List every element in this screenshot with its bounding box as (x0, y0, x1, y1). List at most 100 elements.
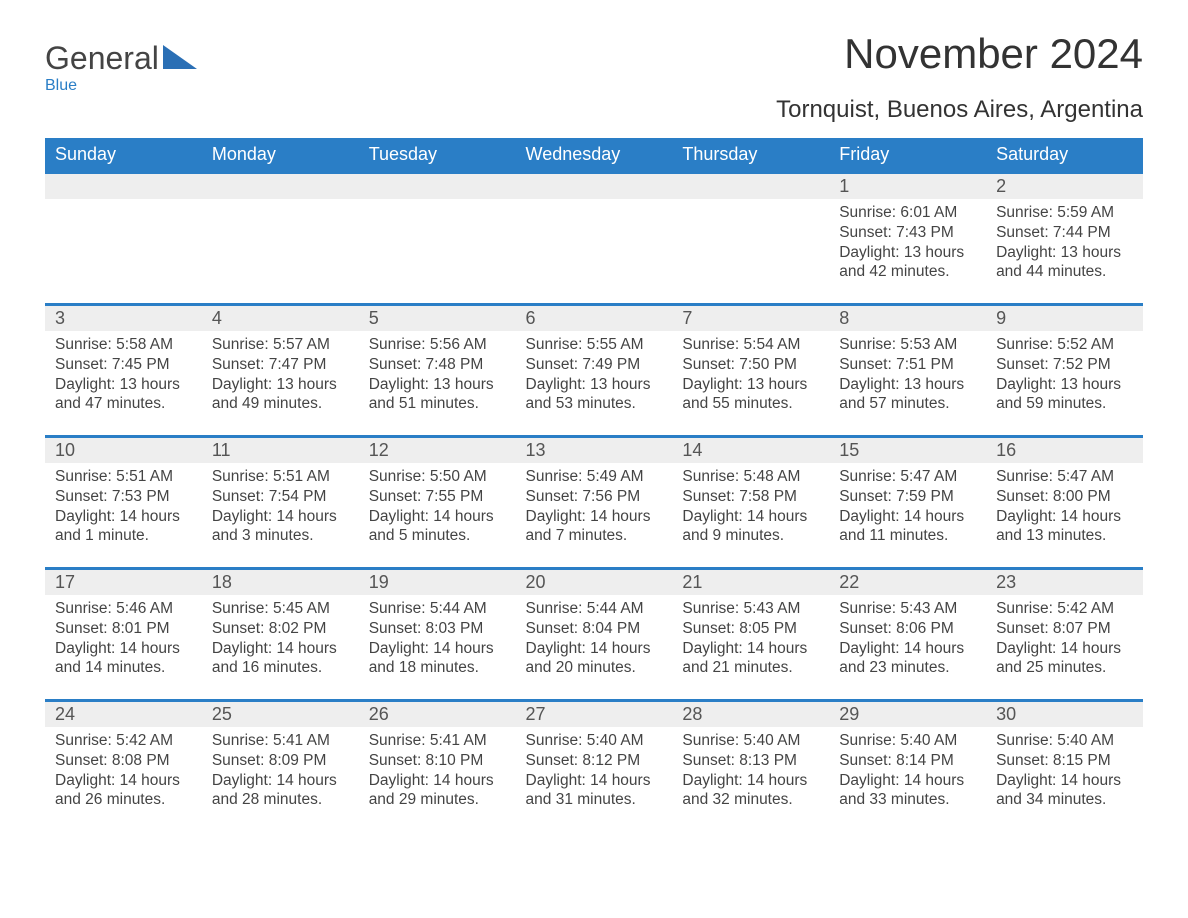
sunset-line: Sunset: 8:00 PM (996, 487, 1133, 507)
calendar-row: 17Sunrise: 5:46 AMSunset: 8:01 PMDayligh… (45, 568, 1143, 700)
calendar-cell: 23Sunrise: 5:42 AMSunset: 8:07 PMDayligh… (986, 568, 1143, 700)
calendar-table: SundayMondayTuesdayWednesdayThursdayFrid… (45, 138, 1143, 832)
weekday-header: Saturday (986, 138, 1143, 172)
sunrise-line: Sunrise: 5:43 AM (682, 599, 819, 619)
daylight-line: Daylight: 14 hours and 5 minutes. (369, 507, 506, 547)
day-data: Sunrise: 5:44 AMSunset: 8:04 PMDaylight:… (516, 595, 673, 684)
day-number: 11 (202, 437, 359, 463)
sunset-line: Sunset: 8:10 PM (369, 751, 506, 771)
sunset-line: Sunset: 8:06 PM (839, 619, 976, 639)
day-number: 6 (516, 305, 673, 331)
sunrise-line: Sunrise: 5:42 AM (996, 599, 1133, 619)
sunrise-line: Sunrise: 5:44 AM (369, 599, 506, 619)
weekday-header: Monday (202, 138, 359, 172)
calendar-cell (516, 172, 673, 304)
sunrise-line: Sunrise: 5:46 AM (55, 599, 192, 619)
daylight-line: Daylight: 14 hours and 33 minutes. (839, 771, 976, 811)
day-data: Sunrise: 5:40 AMSunset: 8:14 PMDaylight:… (829, 727, 986, 816)
sunset-line: Sunset: 7:54 PM (212, 487, 349, 507)
calendar-cell: 30Sunrise: 5:40 AMSunset: 8:15 PMDayligh… (986, 700, 1143, 832)
sunrise-line: Sunrise: 5:57 AM (212, 335, 349, 355)
weekday-header: Sunday (45, 138, 202, 172)
daylight-line: Daylight: 13 hours and 42 minutes. (839, 243, 976, 283)
calendar-cell: 18Sunrise: 5:45 AMSunset: 8:02 PMDayligh… (202, 568, 359, 700)
sunset-line: Sunset: 7:58 PM (682, 487, 819, 507)
sunrise-line: Sunrise: 6:01 AM (839, 203, 976, 223)
daylight-line: Daylight: 14 hours and 11 minutes. (839, 507, 976, 547)
day-number: 13 (516, 437, 673, 463)
day-number: 14 (672, 437, 829, 463)
sunset-line: Sunset: 8:15 PM (996, 751, 1133, 771)
day-number: 24 (45, 701, 202, 727)
day-data: Sunrise: 5:59 AMSunset: 7:44 PMDaylight:… (986, 199, 1143, 288)
daylight-line: Daylight: 14 hours and 1 minute. (55, 507, 192, 547)
day-data: Sunrise: 5:44 AMSunset: 8:03 PMDaylight:… (359, 595, 516, 684)
daylight-line: Daylight: 13 hours and 44 minutes. (996, 243, 1133, 283)
sunrise-line: Sunrise: 5:45 AM (212, 599, 349, 619)
sunset-line: Sunset: 8:04 PM (526, 619, 663, 639)
day-number: 22 (829, 569, 986, 595)
daylight-line: Daylight: 13 hours and 57 minutes. (839, 375, 976, 415)
day-number: 7 (672, 305, 829, 331)
day-data: Sunrise: 5:45 AMSunset: 8:02 PMDaylight:… (202, 595, 359, 684)
calendar-body: 1Sunrise: 6:01 AMSunset: 7:43 PMDaylight… (45, 172, 1143, 832)
daylight-line: Daylight: 13 hours and 55 minutes. (682, 375, 819, 415)
daylight-line: Daylight: 14 hours and 16 minutes. (212, 639, 349, 679)
day-number: 2 (986, 173, 1143, 199)
daylight-line: Daylight: 13 hours and 59 minutes. (996, 375, 1133, 415)
day-data: Sunrise: 5:42 AMSunset: 8:07 PMDaylight:… (986, 595, 1143, 684)
daylight-line: Daylight: 14 hours and 26 minutes. (55, 771, 192, 811)
day-data: Sunrise: 5:46 AMSunset: 8:01 PMDaylight:… (45, 595, 202, 684)
day-data: Sunrise: 5:58 AMSunset: 7:45 PMDaylight:… (45, 331, 202, 420)
weekday-header: Wednesday (516, 138, 673, 172)
calendar-cell: 6Sunrise: 5:55 AMSunset: 7:49 PMDaylight… (516, 304, 673, 436)
daylight-line: Daylight: 14 hours and 23 minutes. (839, 639, 976, 679)
day-data: Sunrise: 5:40 AMSunset: 8:13 PMDaylight:… (672, 727, 829, 816)
calendar-cell: 17Sunrise: 5:46 AMSunset: 8:01 PMDayligh… (45, 568, 202, 700)
calendar-cell: 1Sunrise: 6:01 AMSunset: 7:43 PMDaylight… (829, 172, 986, 304)
day-number (672, 173, 829, 199)
location-text: Tornquist, Buenos Aires, Argentina (776, 96, 1143, 124)
daylight-line: Daylight: 13 hours and 51 minutes. (369, 375, 506, 415)
daylight-line: Daylight: 13 hours and 53 minutes. (526, 375, 663, 415)
daylight-line: Daylight: 14 hours and 3 minutes. (212, 507, 349, 547)
day-number: 3 (45, 305, 202, 331)
calendar-cell: 12Sunrise: 5:50 AMSunset: 7:55 PMDayligh… (359, 436, 516, 568)
logo: General Blue (45, 30, 199, 95)
sunset-line: Sunset: 8:12 PM (526, 751, 663, 771)
sunrise-line: Sunrise: 5:43 AM (839, 599, 976, 619)
title-block: November 2024 Tornquist, Buenos Aires, A… (776, 30, 1143, 132)
day-number: 1 (829, 173, 986, 199)
sunrise-line: Sunrise: 5:44 AM (526, 599, 663, 619)
calendar-cell: 13Sunrise: 5:49 AMSunset: 7:56 PMDayligh… (516, 436, 673, 568)
calendar-cell: 9Sunrise: 5:52 AMSunset: 7:52 PMDaylight… (986, 304, 1143, 436)
day-number (359, 173, 516, 199)
calendar-row: 24Sunrise: 5:42 AMSunset: 8:08 PMDayligh… (45, 700, 1143, 832)
sunset-line: Sunset: 8:13 PM (682, 751, 819, 771)
sunset-line: Sunset: 7:52 PM (996, 355, 1133, 375)
day-data: Sunrise: 5:47 AMSunset: 7:59 PMDaylight:… (829, 463, 986, 552)
calendar-row: 10Sunrise: 5:51 AMSunset: 7:53 PMDayligh… (45, 436, 1143, 568)
calendar-cell: 27Sunrise: 5:40 AMSunset: 8:12 PMDayligh… (516, 700, 673, 832)
daylight-line: Daylight: 14 hours and 34 minutes. (996, 771, 1133, 811)
day-number (45, 173, 202, 199)
day-data: Sunrise: 5:51 AMSunset: 7:54 PMDaylight:… (202, 463, 359, 552)
day-data: Sunrise: 5:43 AMSunset: 8:06 PMDaylight:… (829, 595, 986, 684)
sunset-line: Sunset: 7:51 PM (839, 355, 976, 375)
calendar-cell: 11Sunrise: 5:51 AMSunset: 7:54 PMDayligh… (202, 436, 359, 568)
day-number: 18 (202, 569, 359, 595)
daylight-line: Daylight: 13 hours and 49 minutes. (212, 375, 349, 415)
calendar-cell (202, 172, 359, 304)
sunrise-line: Sunrise: 5:40 AM (682, 731, 819, 751)
day-number: 15 (829, 437, 986, 463)
day-number: 21 (672, 569, 829, 595)
day-data: Sunrise: 5:41 AMSunset: 8:10 PMDaylight:… (359, 727, 516, 816)
day-data: Sunrise: 5:55 AMSunset: 7:49 PMDaylight:… (516, 331, 673, 420)
day-number: 25 (202, 701, 359, 727)
sunset-line: Sunset: 7:55 PM (369, 487, 506, 507)
day-number: 27 (516, 701, 673, 727)
day-number: 4 (202, 305, 359, 331)
daylight-line: Daylight: 14 hours and 29 minutes. (369, 771, 506, 811)
calendar-cell: 5Sunrise: 5:56 AMSunset: 7:48 PMDaylight… (359, 304, 516, 436)
calendar-row: 3Sunrise: 5:58 AMSunset: 7:45 PMDaylight… (45, 304, 1143, 436)
